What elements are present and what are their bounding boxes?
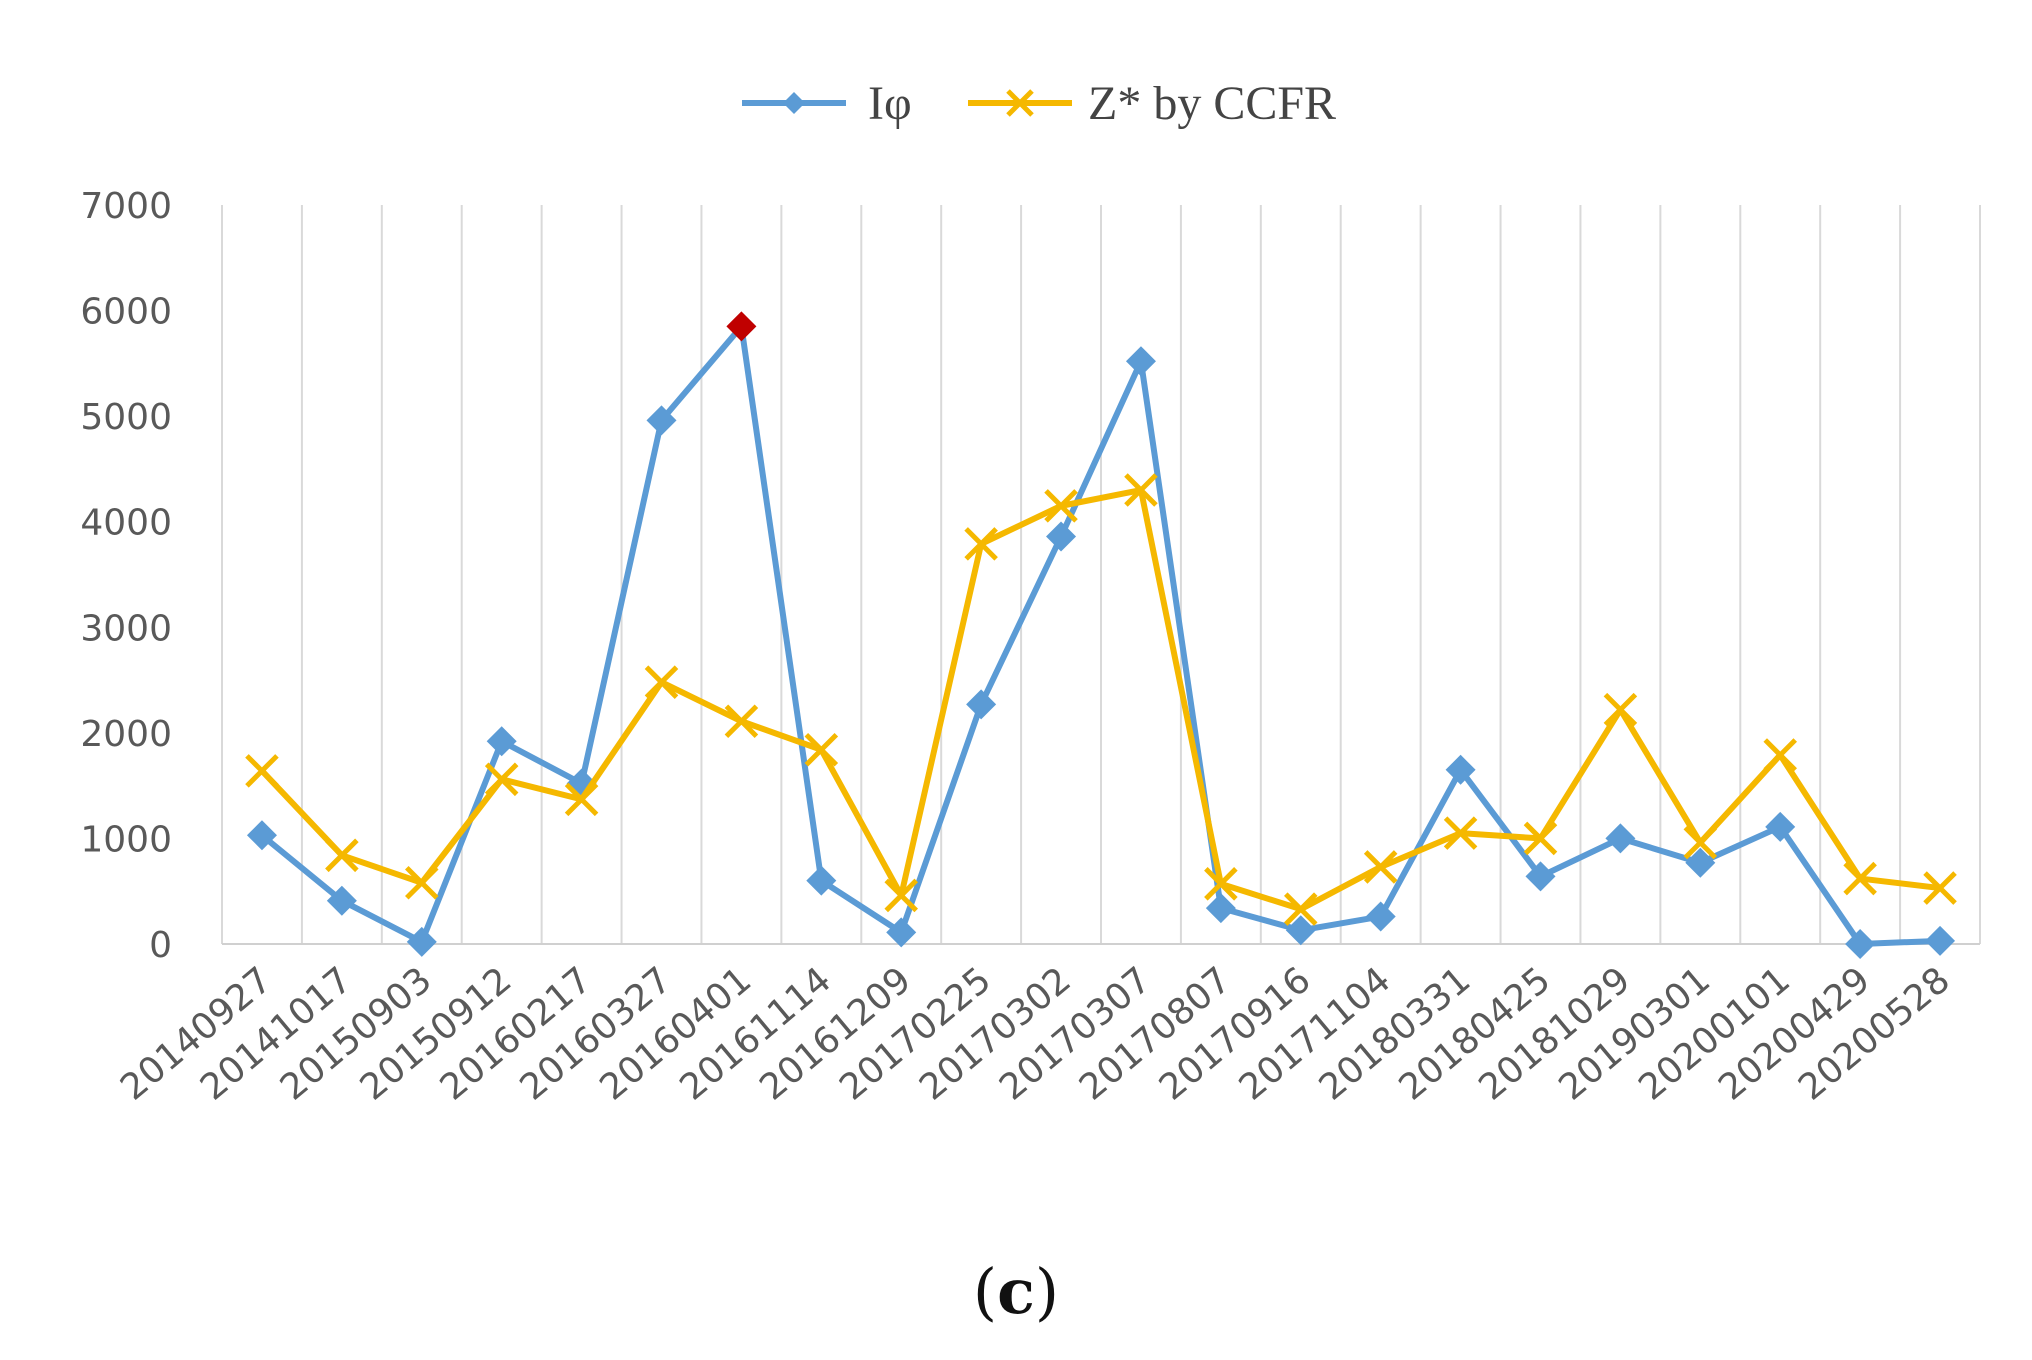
caption-close-paren: ) (1034, 1255, 1060, 1328)
data-point (1443, 816, 1478, 850)
caption-letter: c (997, 1255, 1035, 1328)
data-point (966, 689, 997, 720)
data-point (246, 820, 277, 851)
data-point (325, 838, 359, 873)
y-tick-label: 3000 (80, 608, 172, 649)
legend-item-z-star: Z* by CCFR (968, 77, 1336, 130)
data-point (806, 865, 837, 896)
line-chart: 0 1000 2000 3000 4000 5000 6000 7000 2014092720… (80, 77, 1981, 1109)
data-point (564, 782, 599, 817)
data-point (1683, 825, 1718, 860)
data-point (726, 311, 757, 342)
x-axis-ticks: 2014092720141017201509032015091220160217… (113, 959, 1958, 1108)
legend-label-z-star: Z* by CCFR (1088, 77, 1336, 130)
data-point (1125, 346, 1156, 377)
data-point (1843, 861, 1877, 896)
data-point (1923, 871, 1957, 905)
data-point (1124, 473, 1158, 507)
y-tick-label: 2000 (80, 714, 172, 755)
data-point (1605, 823, 1636, 854)
data-point (1925, 925, 1956, 956)
legend: Iφ Z* by CCFR (742, 77, 1336, 130)
data-point (1363, 850, 1398, 884)
data-point (486, 726, 517, 757)
data-point (884, 878, 918, 913)
data-point (245, 754, 279, 788)
data-point (1845, 929, 1876, 959)
data-point (1445, 754, 1476, 785)
data-point (1285, 915, 1316, 946)
data-point (1044, 489, 1078, 523)
data-point (1685, 847, 1716, 878)
legend-item-i-phi: Iφ (742, 77, 912, 130)
data-point (724, 704, 759, 739)
data-point (646, 405, 677, 436)
data-point (1525, 861, 1556, 892)
data-point (1204, 867, 1238, 901)
y-tick-label: 5000 (80, 397, 172, 438)
y-tick-label: 4000 (80, 503, 172, 544)
data-point (1523, 821, 1558, 856)
data-point (804, 732, 839, 767)
caption-open-paren: ( (972, 1255, 998, 1328)
y-tick-label: 0 (149, 925, 172, 966)
y-tick-label: 1000 (80, 819, 172, 860)
data-point (1765, 811, 1796, 842)
series-line (260, 323, 1941, 947)
data-point (1205, 893, 1236, 924)
figure-caption: (c) (0, 1255, 2032, 1328)
data-point (326, 885, 357, 916)
data-point (1603, 692, 1638, 727)
y-tick-label: 7000 (80, 186, 172, 227)
data-point (1365, 901, 1396, 932)
data-point (405, 866, 439, 900)
vertical-gridlines (221, 205, 1981, 944)
series-0 (246, 311, 1956, 959)
series-line (259, 487, 1941, 913)
data-point (1284, 892, 1318, 926)
data-point (406, 926, 437, 957)
legend-label-i-phi: Iφ (868, 77, 912, 130)
data-point (1763, 738, 1797, 772)
series-layer (245, 311, 1957, 959)
y-axis-ticks: 0 1000 2000 3000 4000 5000 6000 7000 (80, 186, 172, 966)
data-point (886, 917, 917, 948)
legend-marker-x-icon (1006, 89, 1034, 117)
data-point (484, 762, 519, 797)
series-1 (245, 473, 1957, 926)
data-point (644, 665, 679, 699)
data-point (1046, 521, 1077, 552)
data-point (964, 527, 998, 561)
y-tick-label: 6000 (80, 292, 172, 333)
legend-marker-diamond-icon (783, 92, 805, 114)
